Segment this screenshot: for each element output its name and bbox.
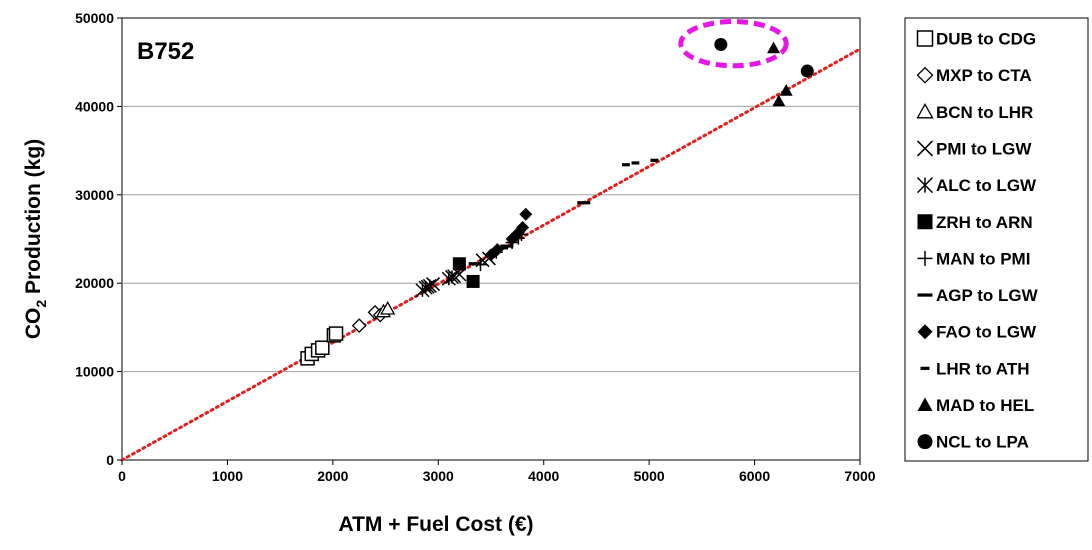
y-tick-label: 50000 [75,10,114,26]
legend-item: NCL to LPA [917,433,1029,452]
legend-item: MXP to CTA [916,66,1032,85]
x-axis-label: ATM + Fuel Cost (€) [338,513,533,536]
data-point [650,158,659,162]
legend-marker [917,214,933,230]
legend-item: ALC to LGW [916,176,1037,195]
x-tick-label: 6000 [739,468,770,484]
data-point [444,269,460,285]
axis-layer: 0 10000 20000 30000 40000 50000 0 1000 2000 3000 4… [75,10,876,484]
data-point [490,243,504,257]
legend-marker [916,66,934,84]
x-tick-label: 2000 [317,468,348,484]
legend-label: MAD to HEL [936,396,1034,415]
legend-marker [916,177,934,194]
y-axis-label-main: CO [22,308,45,340]
series-mad-to-hel [767,41,793,107]
legend-marker [917,324,933,340]
y-tick-label: 40000 [75,98,114,114]
legend-marker [917,397,933,411]
legend-marker [916,102,934,119]
legend-item: DUB to CDG [916,30,1036,49]
x-tick-label: 5000 [634,468,665,484]
legend-marker [920,366,930,370]
x-tick-label: 1000 [212,468,243,484]
legend-marker [916,30,934,47]
legend-label: ZRH to ARN [936,213,1033,232]
y-tick-label: 0 [106,452,114,468]
legend-label: NCL to LPA [936,433,1029,452]
x-tick-label: 7000 [844,468,875,484]
legend-marker [917,293,933,297]
data-point [772,94,786,107]
series-fao-to-lgw [484,207,533,262]
legend-label: FAO to LGW [936,323,1037,342]
data-point [767,41,781,54]
legend-marker [917,434,933,450]
highlight-layer [678,19,789,69]
legend-item: ZRH to ARN [917,213,1033,232]
series-lhr-to-ath [622,158,659,167]
data-point [422,278,437,293]
x-tick-label: 0 [118,468,126,484]
data-point [577,201,591,205]
y-axis-label: CO2 Production (kg) [22,139,49,339]
legend-marker [916,140,934,157]
series-dub-to-cdg [300,326,344,366]
data-point [622,163,630,167]
legend-item: LHR to ATH [920,359,1029,378]
data-point [714,38,728,52]
marker-layer [300,38,814,366]
data-point [380,300,396,315]
data-point [500,244,514,248]
y-tick-label: 30000 [75,187,114,203]
highlight-ellipse [678,19,789,69]
data-point [452,257,466,271]
data-point [779,83,793,96]
legend-label: MXP to CTA [936,66,1032,85]
y-tick-label: 20000 [75,275,114,291]
data-point [328,326,344,341]
data-point [468,262,482,266]
legend-item: MAD to HEL [917,396,1034,415]
legend-marker [917,250,933,266]
chart-title: B752 [137,38,194,65]
legend-item: FAO to LGW [917,323,1037,342]
legend-label: PMI to LGW [936,139,1032,158]
x-tick-label: 4000 [528,468,559,484]
data-point [800,64,814,78]
y-tick-label: 10000 [75,364,114,380]
legend-box [904,17,1089,462]
data-point [315,340,330,355]
plot-area [121,17,861,461]
legend-item: BCN to LHR [916,102,1033,122]
data-point [425,277,441,292]
legend-item: MAN to PMI [917,249,1030,268]
x-tick-label: 3000 [423,468,454,484]
data-point [516,221,530,235]
legend-item: AGP to LGW [917,286,1039,305]
grid-layer [122,105,860,373]
legend-item: PMI to LGW [916,139,1032,158]
data-point [466,274,480,288]
legend-label: BCN to LHR [936,103,1033,122]
data-point [631,161,640,165]
legend-label: MAN to PMI [936,249,1030,268]
series-bcn-to-lhr [375,300,396,318]
y-axis-label-sub: 2 [33,300,49,308]
legend: DUB to CDG MXP to CTA BCN to LHR PMI to LGW… [916,30,1039,452]
legend-label: ALC to LGW [936,176,1037,195]
data-point [519,207,533,221]
y-axis-label-rest: Production (kg) [22,139,45,300]
legend-label: DUB to CDG [936,30,1036,49]
series-ncl-to-lpa [714,38,814,78]
legend-label: AGP to LGW [936,286,1039,305]
legend-label: LHR to ATH [936,359,1029,378]
series-zrh-to-arn [452,257,480,288]
data-point [351,318,367,334]
series-alc-to-lgw [415,269,460,298]
